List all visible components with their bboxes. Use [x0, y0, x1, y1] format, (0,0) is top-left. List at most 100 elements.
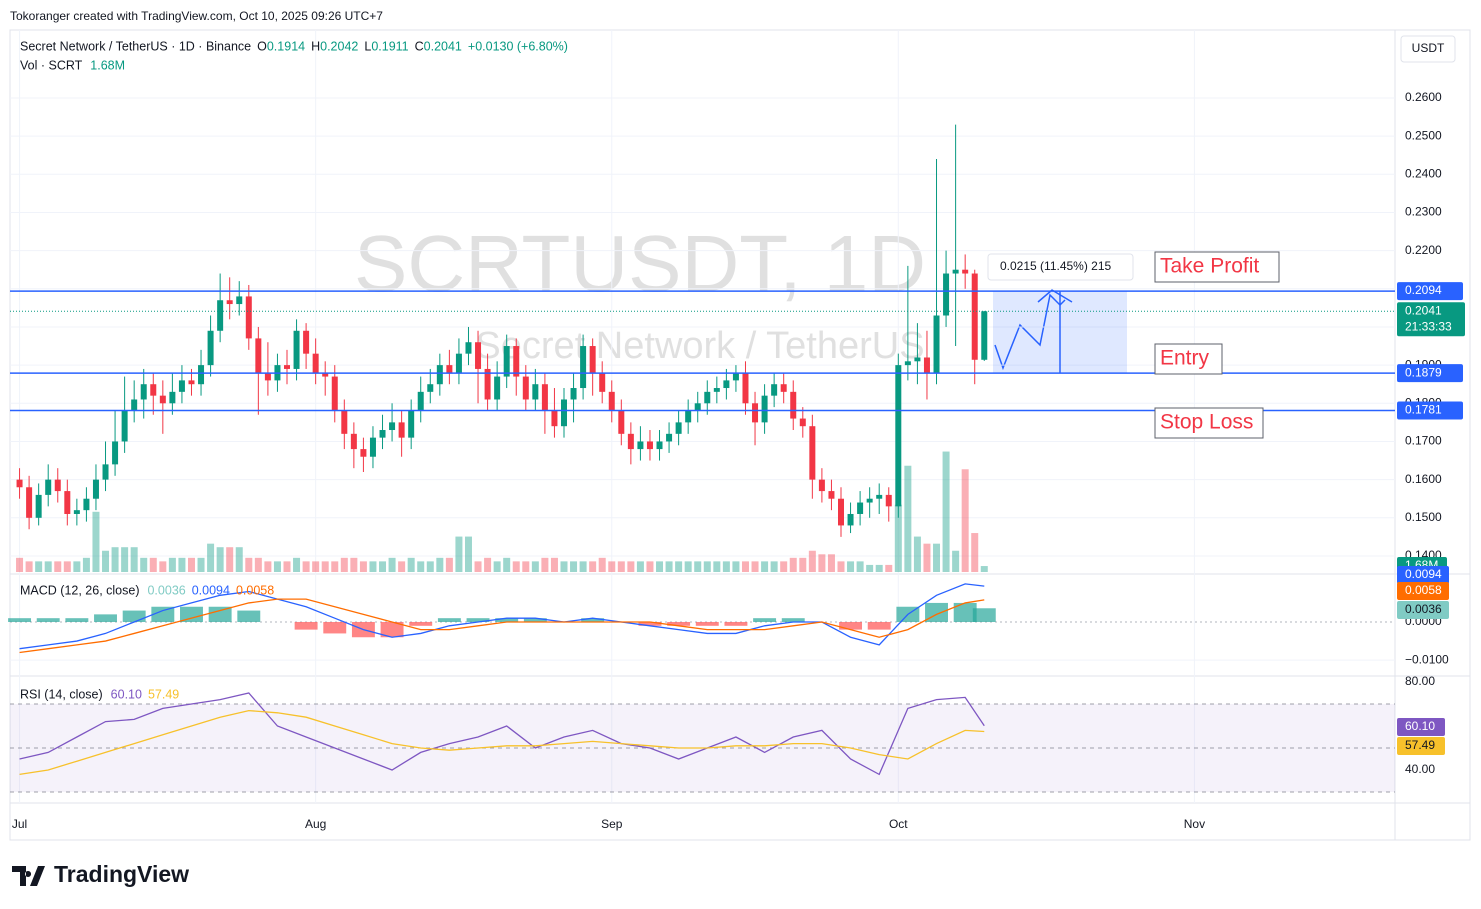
- volume-bar: [197, 557, 205, 572]
- volume-bar: [54, 561, 62, 572]
- macd-legend-value: 0.0094: [192, 583, 230, 597]
- macd-histogram-bar: [466, 618, 490, 622]
- candle-body: [159, 395, 166, 404]
- volume-bar: [808, 550, 816, 572]
- macd-histogram-bar: [94, 614, 117, 622]
- candle-body: [847, 513, 854, 526]
- macd-histogram-bar: [323, 621, 347, 634]
- volume-bar: [121, 547, 129, 572]
- volume-bar: [321, 561, 329, 572]
- candle-body: [465, 342, 472, 354]
- volume-bar: [35, 561, 43, 572]
- macd-tick-label: −0.0100: [1405, 652, 1449, 666]
- volume-bar: [847, 561, 855, 572]
- volume-bar: [741, 561, 749, 572]
- y-tick-label: 0.1500: [1405, 510, 1442, 524]
- volume-bar: [73, 561, 81, 572]
- candle-body: [599, 372, 606, 392]
- candle-body: [188, 380, 195, 385]
- volume-bar: [111, 547, 119, 572]
- volume-legend-value: 1.68M: [90, 58, 125, 72]
- macd-line: [19, 583, 985, 650]
- last-price-label: 0.2041: [1405, 303, 1442, 317]
- volume-bar: [541, 557, 549, 572]
- volume-bar: [92, 511, 100, 572]
- volume-bar: [25, 561, 33, 572]
- volume-bar: [273, 561, 281, 572]
- level-axis-box: [1397, 282, 1463, 301]
- candle-body: [513, 346, 520, 377]
- volume-bar: [512, 561, 520, 572]
- rsi-line: [19, 692, 985, 776]
- candle-body: [389, 422, 396, 431]
- currency[interactable]: USDT: [1412, 41, 1445, 55]
- volume-bar: [579, 561, 587, 572]
- candle-body: [885, 494, 892, 507]
- volume-bar: [254, 557, 262, 572]
- legend-title: Secret Network / TetherUS · 1D · Binance: [20, 39, 251, 53]
- x-tick-label: Oct: [889, 817, 908, 831]
- level-name: Stop Loss: [1160, 411, 1253, 434]
- volume-bar: [417, 561, 425, 572]
- volume-bar: [16, 557, 24, 572]
- candle-body: [207, 330, 214, 366]
- macd-histogram-bar: [523, 618, 547, 622]
- candle-body: [742, 372, 749, 404]
- volume-bar: [770, 561, 778, 572]
- macd-histogram-bar: [753, 618, 777, 622]
- volume-bar: [63, 561, 71, 572]
- signal-line: [19, 598, 985, 654]
- watermark: SCRTUSDT, 1D: [354, 219, 926, 308]
- candle-body: [656, 441, 663, 450]
- candle-body: [914, 357, 921, 362]
- candle-body: [780, 384, 787, 392]
- macd-histogram-bar: [953, 602, 977, 622]
- candle-body: [245, 296, 252, 339]
- watermark-subtitle: Secret Network / TetherUS: [475, 325, 924, 367]
- volume-bar: [646, 561, 654, 572]
- candle-body: [369, 437, 376, 457]
- candle-body: [694, 403, 701, 411]
- volume-bar: [570, 561, 578, 572]
- volume-bar: [455, 536, 463, 572]
- volume-bar: [102, 550, 110, 572]
- volume-bar: [837, 561, 845, 572]
- candle-body: [732, 372, 739, 381]
- candle-body: [64, 491, 71, 514]
- volume-bar: [656, 561, 664, 572]
- volume-bar: [140, 557, 148, 572]
- volume-bar: [827, 554, 835, 572]
- volume-bar: [379, 561, 387, 572]
- candle-body: [16, 479, 23, 488]
- volume-bar: [283, 561, 291, 572]
- macd-histogram-bar: [972, 608, 996, 622]
- volume-bar: [560, 561, 568, 572]
- macd-histogram-bar: [867, 621, 891, 630]
- candle-body: [981, 311, 988, 360]
- volume-bar: [484, 557, 492, 572]
- candle-body: [178, 380, 185, 392]
- volume-bar: [426, 561, 434, 572]
- volume-bar: [703, 561, 711, 572]
- volume-bar: [780, 561, 788, 572]
- macd-axis-box: [1397, 566, 1449, 584]
- candle-body: [169, 391, 176, 404]
- macd-histogram-bar: [495, 618, 519, 622]
- candle-body: [341, 410, 348, 434]
- candle-body: [666, 433, 673, 442]
- rsi-legend: RSI (14, close): [20, 687, 103, 701]
- volume-bar: [894, 504, 902, 572]
- macd-histogram-bar: [180, 606, 203, 622]
- volume-bar: [130, 547, 138, 572]
- volume-bar: [751, 561, 759, 572]
- logo: [12, 866, 45, 886]
- volume-bar: [159, 561, 167, 572]
- candle-body: [26, 487, 33, 518]
- volume-bar: [178, 557, 186, 572]
- candle-body: [799, 418, 806, 427]
- level-name: Entry: [1160, 347, 1210, 370]
- volume-bar: [226, 547, 234, 572]
- candle-body: [408, 410, 415, 438]
- currency-button[interactable]: [1400, 35, 1456, 63]
